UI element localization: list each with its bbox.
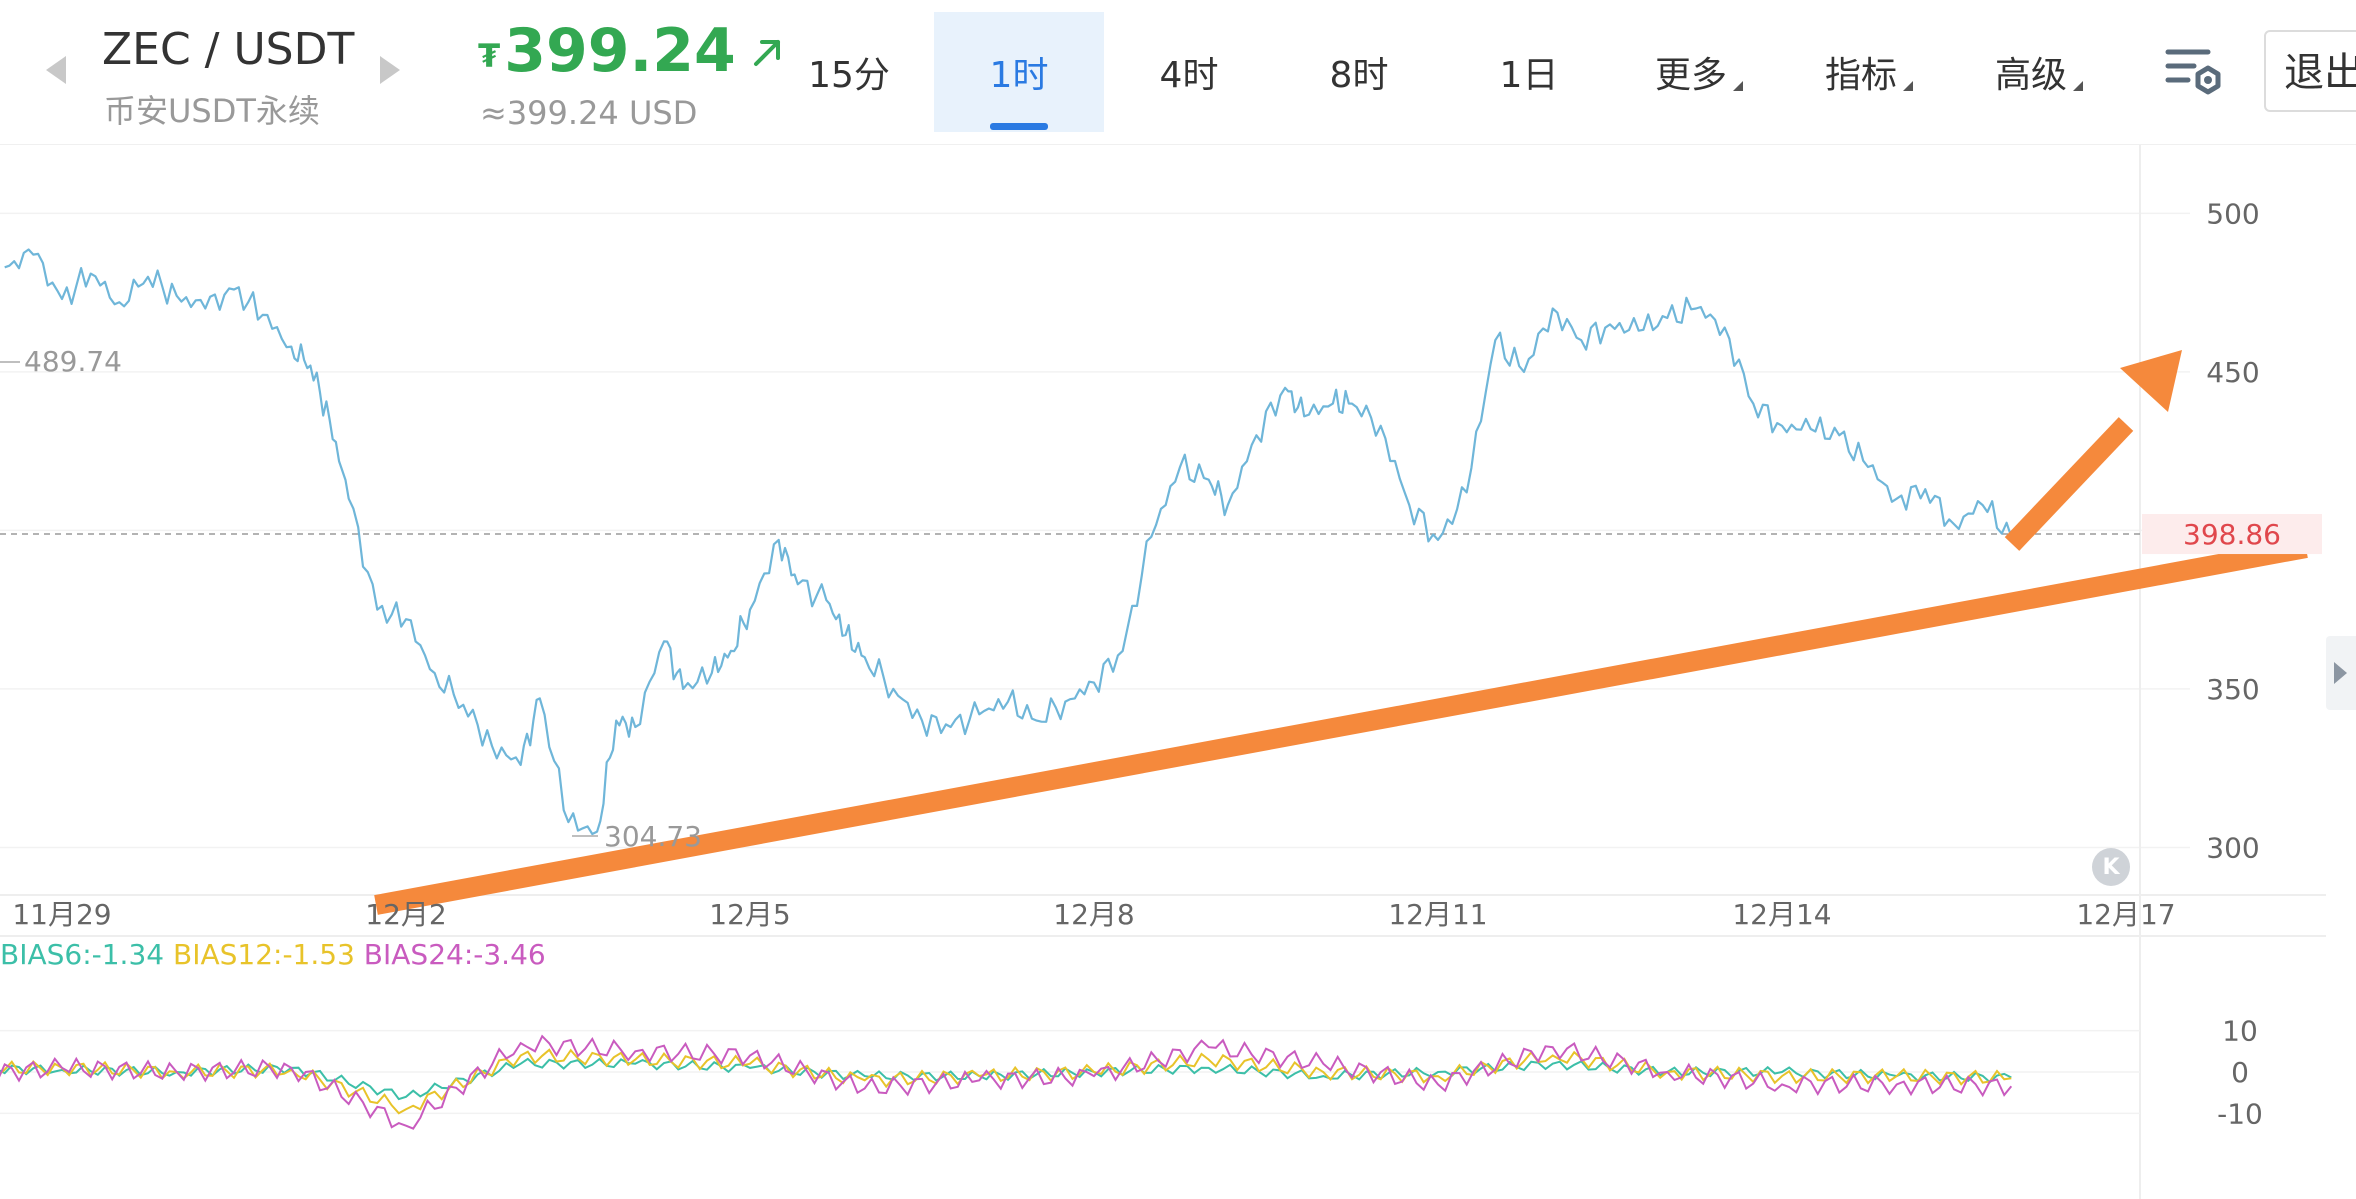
- bias-legend-item: BIAS12:-1.53: [164, 938, 355, 971]
- x-tick-label: 12月11: [1388, 898, 1487, 931]
- bias-legend-item: BIAS24:-3.46: [355, 938, 546, 971]
- y-tick-label: 450: [2206, 356, 2259, 389]
- header-divider: [0, 144, 2356, 145]
- symbol-title[interactable]: ZEC / USDT: [102, 24, 355, 75]
- x-tick-label: 12月14: [1732, 898, 1831, 931]
- tab-1d[interactable]: 1日: [1499, 55, 1559, 96]
- menu-advanced[interactable]: 高级: [1954, 12, 2124, 132]
- tab-1h[interactable]: 1时: [934, 12, 1104, 132]
- x-tick-label: 11月29: [12, 898, 111, 931]
- tether-currency-icon: ₮: [478, 37, 501, 75]
- side-panel-arrow-icon[interactable]: [2334, 662, 2347, 684]
- bias-series-bias12: [0, 1048, 2012, 1115]
- menu-more-label: 更多: [1654, 55, 1727, 96]
- active-tab-indicator: [990, 123, 1048, 130]
- x-tick-label: 12月17: [2076, 898, 2175, 931]
- x-tick-label: 12月2: [365, 898, 446, 931]
- price-series-line: [4, 248, 2013, 836]
- usd-price: ≈399.24 USD: [480, 94, 698, 132]
- tab-8h[interactable]: 8时: [1329, 55, 1389, 96]
- bias-series-bias24: [0, 1034, 2013, 1130]
- exchange-label: 币安USDT永续: [104, 92, 320, 130]
- scroll-to-latest-icon[interactable]: K: [2092, 848, 2130, 886]
- menu-more[interactable]: 更多: [1614, 12, 1784, 132]
- up-arrow-head-icon: [2120, 350, 2182, 412]
- bias-legend: BIAS6:-1.34 BIAS12:-1.53 BIAS24:-3.46: [0, 938, 546, 971]
- last-price-label: 398.86: [2183, 518, 2281, 551]
- dropdown-triangle-icon: [1903, 81, 1913, 91]
- menu-advanced-label: 高级: [1994, 55, 2067, 96]
- last-price-tag: [2142, 514, 2322, 555]
- dropdown-triangle-icon: [1733, 81, 1743, 91]
- bias-y-tick-label: -10: [2217, 1097, 2263, 1130]
- bias-legend-item: BIAS6:-1.34: [0, 938, 164, 971]
- chart-settings-icon[interactable]: [2164, 44, 2224, 100]
- trend-overlay-layer: [374, 350, 2308, 915]
- price-display: ₮ 399.24: [478, 16, 786, 86]
- exit-button[interactable]: 退出: [2264, 30, 2356, 112]
- tab-4h[interactable]: 4时: [1159, 55, 1219, 96]
- left-triangle-icon[interactable]: [46, 56, 66, 84]
- bias-y-tick-label: 10: [2222, 1015, 2258, 1048]
- tab-15min[interactable]: 15分: [808, 55, 890, 96]
- right-triangle-icon[interactable]: [380, 56, 400, 84]
- bias-lines-layer: [0, 1034, 2013, 1130]
- chart-grid: [0, 145, 2326, 1199]
- y-tick-label: 300: [2206, 831, 2259, 864]
- dropdown-triangle-icon: [2073, 81, 2083, 91]
- y-tick-label: 350: [2206, 673, 2259, 706]
- menu-indicators-label: 指标: [1824, 55, 1897, 96]
- last-price: 399.24: [504, 16, 736, 86]
- menu-indicators[interactable]: 指标: [1784, 12, 1954, 132]
- bias-y-tick-label: 0: [2231, 1056, 2249, 1089]
- up-arrow-shaft: [2004, 417, 2134, 551]
- up-right-arrow-icon: [750, 34, 786, 74]
- x-tick-label: 12月8: [1053, 898, 1134, 931]
- high-label: 489.74: [24, 345, 122, 378]
- y-tick-label: 500: [2206, 197, 2259, 230]
- trend-support-line: [374, 538, 2308, 915]
- price-line-layer: [4, 248, 2013, 836]
- low-label: 304.73: [604, 820, 702, 853]
- axis-labels-layer: 300 350 450 500 11月29 12月2 12月5 12月8 12月11 12月14 1…: [0, 197, 2322, 1130]
- x-tick-label: 12月5: [709, 898, 790, 931]
